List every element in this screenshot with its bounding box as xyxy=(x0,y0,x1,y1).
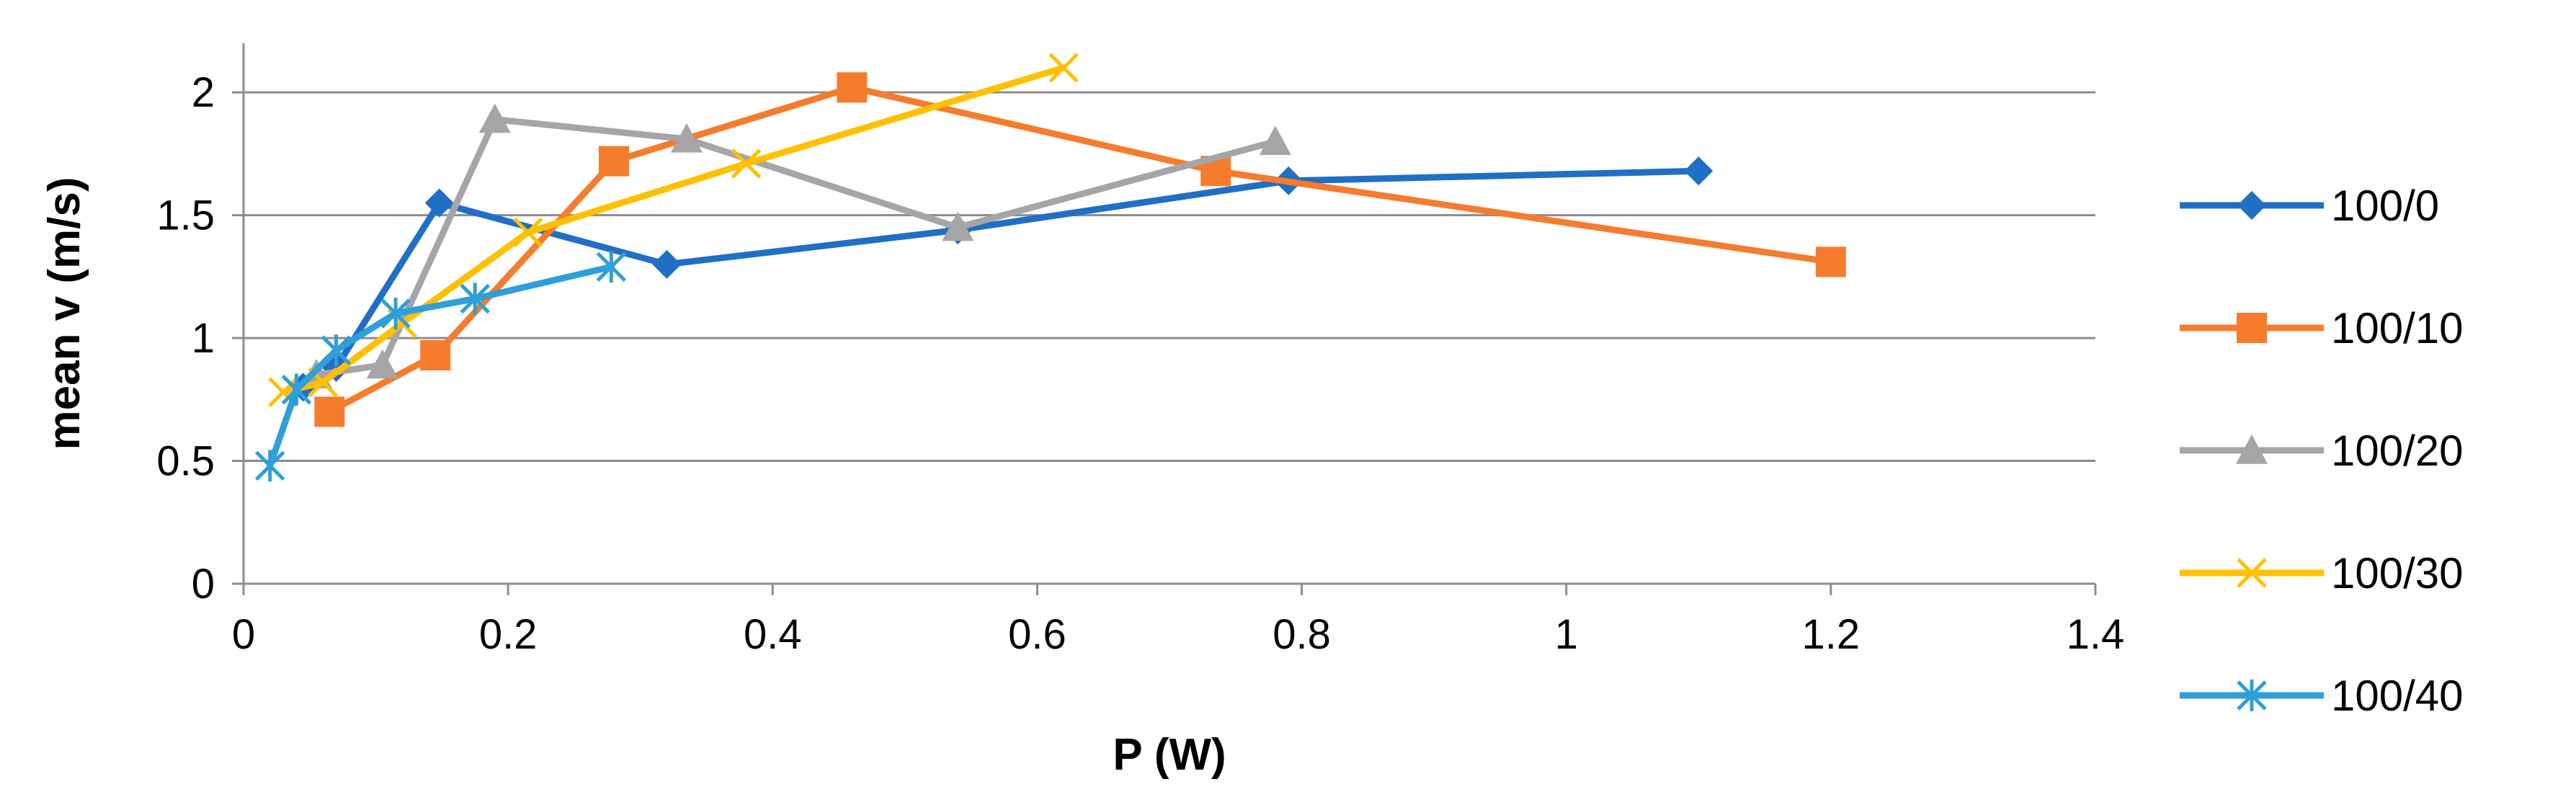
legend-label-0: 100/0 xyxy=(2331,182,2439,230)
data-point-2-4 xyxy=(942,211,974,241)
legend: 100/0 100/10 100/20 100/30 100/40 xyxy=(2180,182,2464,720)
y-tick-label-0: 0 xyxy=(192,561,215,608)
x-tick-label-3: 0.6 xyxy=(1008,611,1066,658)
data-point-1-5 xyxy=(1815,246,1846,277)
series-line-4 xyxy=(267,263,615,469)
x-tick-label-1: 0.2 xyxy=(479,611,538,658)
data-point-0-2 xyxy=(424,188,454,218)
legend-item-1: 100/10 xyxy=(2180,304,2464,352)
y-tick-label-3: 1.5 xyxy=(156,192,215,239)
legend-item-2: 100/20 xyxy=(2180,427,2464,475)
data-point-4-1 xyxy=(281,373,312,406)
series-100-10 xyxy=(314,72,1846,427)
x-tick-label-0: 0 xyxy=(232,611,255,658)
data-point-2-1 xyxy=(366,349,398,379)
legend-label-4: 100/40 xyxy=(2331,672,2464,720)
data-point-0-3 xyxy=(652,249,682,279)
legend-item-3: 100/30 xyxy=(2180,549,2464,597)
data-point-4-0 xyxy=(254,450,285,482)
legend-label-1: 100/10 xyxy=(2331,304,2464,352)
series-line-0 xyxy=(300,167,1702,391)
data-point-2-2 xyxy=(478,103,511,133)
legend-item-0: 100/0 xyxy=(2180,182,2439,230)
data-point-4-5 xyxy=(596,251,627,283)
tick-labels: 0 0.2 0.4 0.6 0.8 1 1.2 1.4 0 0.5 1 1.5 2 xyxy=(156,69,2124,658)
data-point-1-1 xyxy=(420,339,451,370)
series-line-1 xyxy=(326,84,1835,415)
grid-lines xyxy=(244,91,2095,463)
legend-marker-4 xyxy=(2237,680,2267,711)
legend-marker-1 xyxy=(2237,313,2267,343)
x-tick-label-2: 0.4 xyxy=(744,611,802,658)
data-point-1-0 xyxy=(314,396,345,427)
axes xyxy=(232,43,2097,595)
data-point-3-4 xyxy=(731,148,762,179)
legend-label-3: 100/30 xyxy=(2331,549,2464,597)
data-point-4-3 xyxy=(380,298,411,329)
series-layer xyxy=(254,53,1846,482)
x-tick-label-5: 1 xyxy=(1555,611,1578,658)
data-point-4-2 xyxy=(321,334,352,367)
legend-marker-0 xyxy=(2237,191,2266,220)
x-tick-label-6: 1.2 xyxy=(1802,611,1860,658)
x-axis-title: P (W) xyxy=(1113,730,1226,780)
data-point-3-5 xyxy=(1048,53,1079,83)
x-tick-label-7: 1.4 xyxy=(2067,611,2125,658)
y-axis-title: mean v (m/s) xyxy=(40,177,89,450)
legend-marker-2 xyxy=(2236,435,2268,464)
legend-item-4: 100/40 xyxy=(2180,672,2464,720)
data-point-0-6 xyxy=(1684,156,1713,186)
series-line-2 xyxy=(313,116,1279,378)
data-point-4-4 xyxy=(460,282,491,315)
data-point-3-3 xyxy=(512,217,543,248)
series-line-3 xyxy=(280,64,1067,396)
series-100-40 xyxy=(254,251,627,482)
series-100-20 xyxy=(300,103,1291,388)
y-tick-label-2: 1 xyxy=(192,315,215,362)
x-tick-label-4: 0.8 xyxy=(1273,611,1331,658)
data-point-1-2 xyxy=(599,146,629,177)
data-point-2-5 xyxy=(1259,125,1291,156)
y-tick-label-4: 2 xyxy=(192,69,215,116)
legend-marker-3 xyxy=(2237,558,2267,588)
legend-label-2: 100/20 xyxy=(2331,427,2464,475)
y-tick-label-1: 0.5 xyxy=(156,438,215,485)
data-point-2-3 xyxy=(670,123,703,153)
data-point-1-3 xyxy=(837,72,868,103)
